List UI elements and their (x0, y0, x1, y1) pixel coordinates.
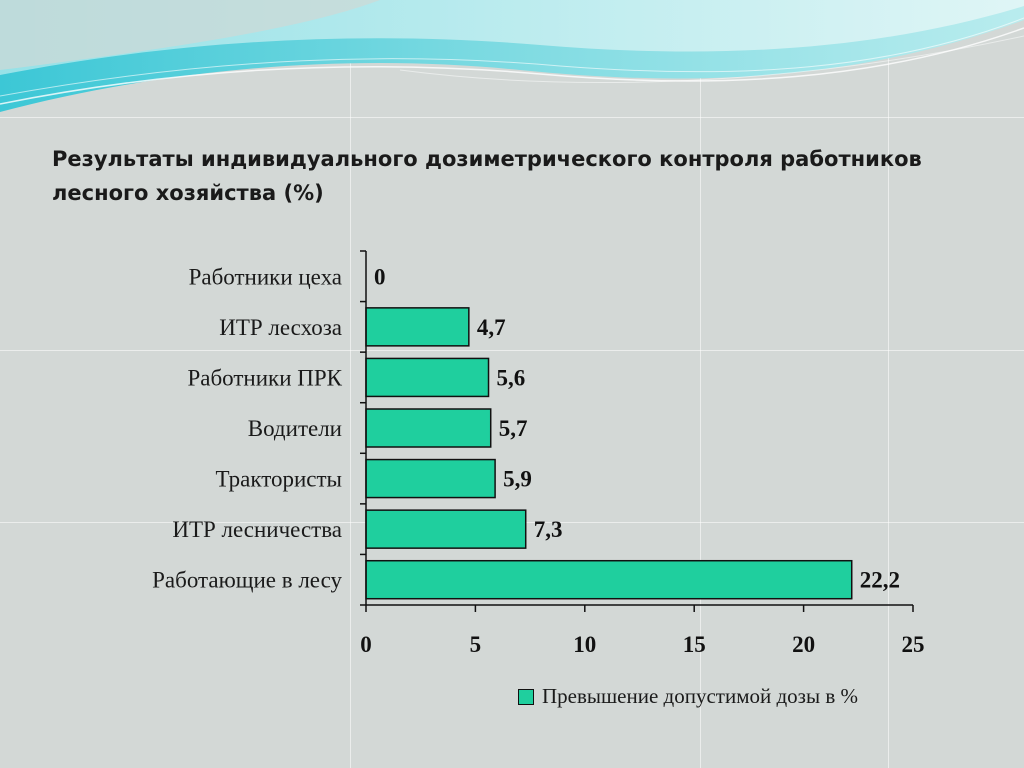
bar (365, 559, 853, 600)
x-tick-label: 5 (470, 632, 482, 657)
bar (365, 307, 470, 347)
x-tick-label: 20 (792, 632, 815, 657)
x-tick-label: 15 (683, 632, 706, 657)
category-label: ИТР лесничества (172, 517, 342, 542)
background-grid-line (350, 0, 351, 768)
bar (365, 408, 492, 448)
data-label: 7,3 (534, 517, 563, 542)
x-tick-label: 25 (902, 632, 925, 657)
background-grid-line (888, 0, 889, 768)
category-label: Работники ПРК (187, 365, 342, 390)
data-label: 5,6 (497, 365, 526, 390)
x-tick-label: 10 (573, 632, 596, 657)
legend-swatch (518, 688, 534, 705)
category-label: Работники цеха (189, 264, 342, 289)
data-label: 5,9 (503, 467, 532, 492)
x-tick-label: 0 (360, 632, 372, 657)
category-label: Водители (248, 416, 342, 441)
category-label: Работающие в лесу (152, 568, 342, 593)
header-wave-decoration (0, 0, 1024, 112)
background-grid-line (0, 117, 1024, 118)
bars-layer: Работники цеха 0 ИТР лесхоза 4,7 Работники П… (152, 264, 900, 600)
bar (365, 509, 527, 549)
category-label: Трактористы (215, 467, 342, 492)
data-label: 22,2 (860, 568, 900, 593)
background-grid-line (700, 0, 701, 768)
bar (365, 357, 490, 398)
chart-title: Результаты индивидуального дозиметрическ… (52, 147, 922, 205)
x-ticks-layer: 0 5 10 15 20 25 (360, 250, 925, 657)
data-label: 0 (374, 264, 386, 289)
category-label: ИТР лесхоза (219, 315, 342, 340)
bar (365, 458, 496, 499)
data-label: 5,7 (499, 416, 528, 441)
legend-label: Превышение допустимой дозы в % (542, 684, 858, 708)
legend: Превышение допустимой дозы в % (518, 684, 858, 709)
background-grid-line (0, 350, 1024, 351)
data-label: 4,7 (477, 315, 506, 340)
